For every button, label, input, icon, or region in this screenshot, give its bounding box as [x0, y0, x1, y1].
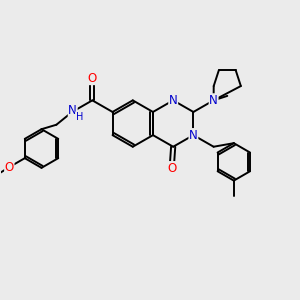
- Text: N: N: [169, 94, 178, 107]
- Text: N: N: [209, 94, 218, 107]
- Text: H: H: [76, 112, 83, 122]
- Text: N: N: [68, 104, 77, 117]
- Text: O: O: [5, 160, 14, 174]
- Text: O: O: [88, 72, 97, 85]
- Text: O: O: [167, 162, 176, 175]
- Text: N: N: [189, 129, 198, 142]
